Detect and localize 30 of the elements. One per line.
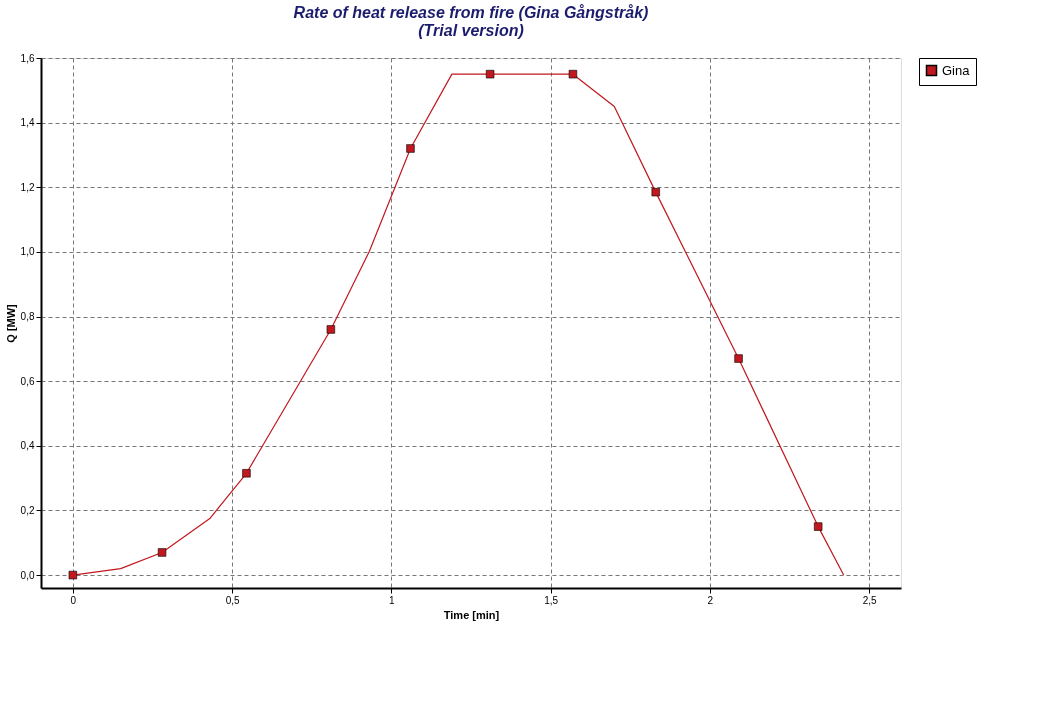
y-tick-label: 0,4 <box>20 440 35 452</box>
point <box>734 354 743 363</box>
point <box>568 69 578 79</box>
point <box>651 187 660 197</box>
x-tick-label: 1 <box>389 594 396 606</box>
x-tick-label: 0 <box>70 594 77 606</box>
y-tick-label: 1,0 <box>20 246 35 258</box>
y-axis-title: Q [MW] <box>4 303 17 343</box>
y-tick-label: 0,8 <box>20 311 35 323</box>
point <box>485 69 495 79</box>
point <box>242 469 251 478</box>
x-tick-label: 2,5 <box>862 594 878 606</box>
point <box>326 325 336 334</box>
y-tick-label: 0,2 <box>20 504 35 516</box>
point <box>68 570 78 580</box>
point <box>406 144 415 153</box>
y-tick-label: 1,6 <box>20 52 35 64</box>
legend-label: Gina <box>942 62 971 78</box>
y-tick-label: 0,6 <box>20 375 35 387</box>
y-tick-label: 1,4 <box>20 117 35 129</box>
x-tick-label: 2 <box>707 594 714 606</box>
text: Rate of heat release from fire (Gina Gångstråk) <box>293 4 649 21</box>
y-tick-label: 0,0 <box>20 569 35 581</box>
x-tick-label: 1,5 <box>544 594 559 606</box>
point <box>157 548 167 557</box>
y-tick-label: 1,2 <box>20 181 35 193</box>
point <box>814 522 823 531</box>
x-axis-title: Time [min] <box>443 608 500 621</box>
x-tick-label: 0,5 <box>225 594 240 606</box>
text: (Trial version) <box>418 22 524 39</box>
